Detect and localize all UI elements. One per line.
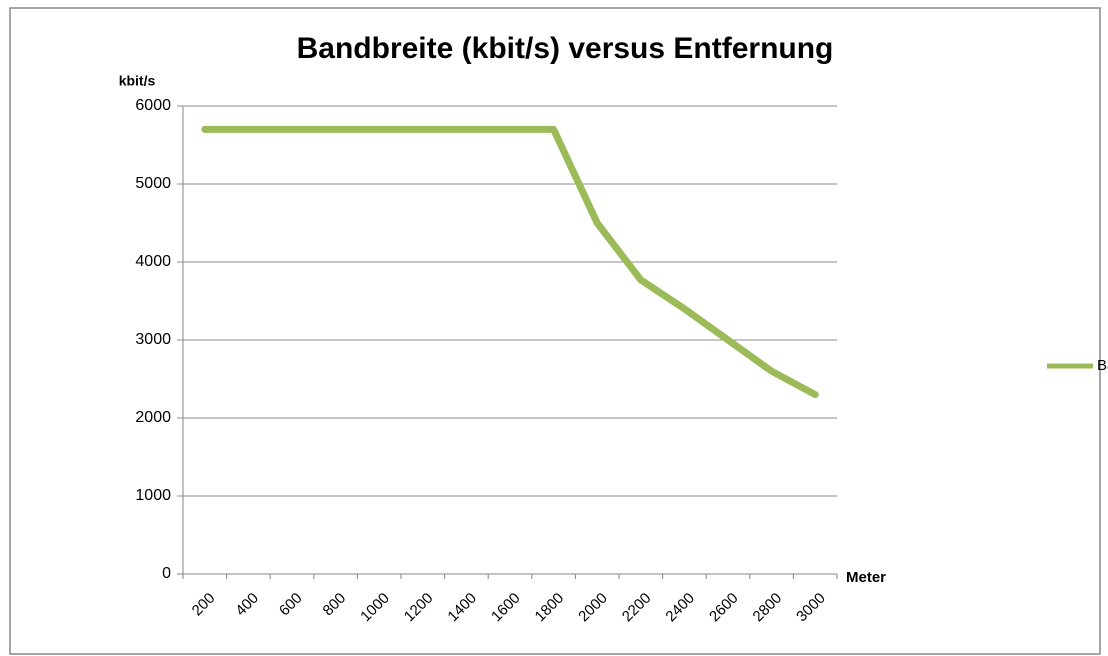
- y-tick-label: 4000: [135, 253, 171, 270]
- y-tick-label: 0: [162, 565, 171, 582]
- legend-label: Bandbreite (kbit/s): [1097, 357, 1108, 374]
- y-tick-label: 2000: [135, 409, 171, 426]
- chart-title: Bandbreite (kbit/s) versus Entfernung: [297, 32, 834, 65]
- y-axis-title: kbit/s: [119, 73, 156, 89]
- chart-frame: [9, 7, 1101, 655]
- y-tick-label: 1000: [135, 487, 171, 504]
- y-tick-label: 5000: [135, 175, 171, 192]
- line-series: [201, 125, 819, 399]
- x-axis-title: Meter: [846, 569, 886, 586]
- y-tick-label: 3000: [135, 331, 171, 348]
- y-tick-label: 6000: [135, 97, 171, 114]
